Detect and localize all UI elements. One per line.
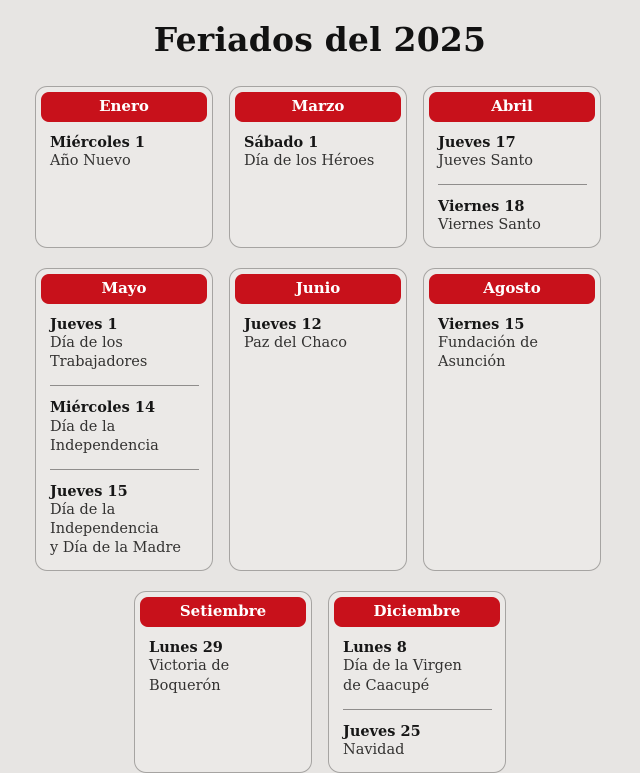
month-header: Agosto (429, 274, 595, 305)
holiday-entry: Lunes 8 Día de la Virgen de Caacupé (343, 638, 492, 695)
holiday-date: Jueves 1 (50, 316, 118, 334)
card-body: Lunes 29 Victoria de Boquerón (140, 627, 306, 695)
holiday-entry: Jueves 15 Día de la Independencia y Día … (50, 482, 199, 559)
card-body: Jueves 12 Paz del Chaco (235, 304, 401, 353)
month-card-mayo: Mayo Jueves 1 Día de los Trabajadores Mi… (35, 268, 213, 572)
holiday-name: Navidad (343, 741, 405, 758)
month-header: Mayo (41, 274, 207, 305)
month-card-enero: Enero Miércoles 1 Año Nuevo (35, 85, 213, 249)
holiday-entry: Sábado 1 Día de los Héroes (244, 133, 393, 171)
month-header: Diciembre (334, 597, 500, 628)
holiday-date: Lunes 8 (343, 639, 407, 657)
card-body: Lunes 8 Día de la Virgen de Caacupé Juev… (334, 627, 500, 760)
cards-row-1: Enero Miércoles 1 Año Nuevo Marzo Sábado… (35, 85, 605, 249)
holiday-date: Jueves 12 (244, 316, 322, 334)
month-header: Abril (429, 91, 595, 122)
holiday-date: Jueves 15 (50, 482, 128, 500)
holiday-name: Día de los Héroes (244, 152, 375, 169)
holiday-entry: Viernes 15 Fundación de Asunción (438, 315, 587, 372)
holiday-entry: Jueves 25 Navidad (343, 722, 492, 760)
entry-divider (50, 385, 199, 387)
page-title: Feriados del 2025 (153, 20, 487, 59)
entry-divider (438, 183, 587, 185)
holiday-name: Día de la Independencia (50, 418, 159, 454)
holiday-date: Jueves 25 (343, 722, 421, 740)
holiday-entry: Miércoles 1 Año Nuevo (50, 133, 199, 171)
holiday-name: Año Nuevo (50, 152, 131, 169)
holiday-entry: Jueves 1 Día de los Trabajadores (50, 315, 199, 372)
holiday-name: Fundación de Asunción (438, 335, 538, 371)
month-card-abril: Abril Jueves 17 Jueves Santo Viernes 18 … (423, 85, 601, 249)
holiday-date: Jueves 17 (438, 133, 516, 151)
month-card-marzo: Marzo Sábado 1 Día de los Héroes (229, 85, 407, 249)
month-header: Junio (235, 274, 401, 305)
holiday-name: Día de la Independencia y Día de la Madr… (50, 501, 181, 557)
holiday-entry: Miércoles 14 Día de la Independencia (50, 398, 199, 455)
holiday-date: Viernes 18 (438, 197, 525, 215)
holiday-date: Miércoles 1 (50, 133, 145, 151)
entry-divider (343, 708, 492, 710)
month-header: Marzo (235, 91, 401, 122)
card-body: Sábado 1 Día de los Héroes (235, 122, 401, 171)
card-body: Miércoles 1 Año Nuevo (41, 122, 207, 171)
card-body: Jueves 17 Jueves Santo Viernes 18 Vierne… (429, 122, 595, 236)
holiday-name: Jueves Santo (438, 152, 534, 169)
entry-divider (50, 468, 199, 470)
holiday-name: Viernes Santo (438, 216, 541, 233)
cards-row-2: Mayo Jueves 1 Día de los Trabajadores Mi… (35, 268, 605, 572)
holiday-entry: Viernes 18 Viernes Santo (438, 197, 587, 235)
month-header: Enero (41, 91, 207, 122)
holiday-entry: Jueves 17 Jueves Santo (438, 133, 587, 171)
card-body: Viernes 15 Fundación de Asunción (429, 304, 595, 372)
month-card-agosto: Agosto Viernes 15 Fundación de Asunción (423, 268, 601, 572)
card-body: Jueves 1 Día de los Trabajadores Miércol… (41, 304, 207, 558)
cards-row-3: Setiembre Lunes 29 Victoria de Boquerón … (35, 591, 605, 773)
month-card-diciembre: Diciembre Lunes 8 Día de la Virgen de Ca… (328, 591, 506, 773)
holiday-date: Viernes 15 (438, 316, 525, 334)
holiday-date: Miércoles 14 (50, 399, 156, 417)
holiday-entry: Lunes 29 Victoria de Boquerón (149, 638, 298, 695)
holiday-date: Sábado 1 (244, 133, 319, 151)
month-card-junio: Junio Jueves 12 Paz del Chaco (229, 268, 407, 572)
holidays-page: Feriados del 2025 Enero Miércoles 1 Año … (35, 20, 605, 773)
holiday-name: Día de los Trabajadores (50, 335, 148, 371)
holiday-entry: Jueves 12 Paz del Chaco (244, 315, 393, 353)
holiday-name: Paz del Chaco (244, 335, 348, 352)
holiday-name: Día de la Virgen de Caacupé (343, 658, 462, 694)
month-header: Setiembre (140, 597, 306, 628)
holiday-name: Victoria de Boquerón (149, 658, 230, 694)
holiday-date: Lunes 29 (149, 639, 223, 657)
month-card-setiembre: Setiembre Lunes 29 Victoria de Boquerón (134, 591, 312, 773)
